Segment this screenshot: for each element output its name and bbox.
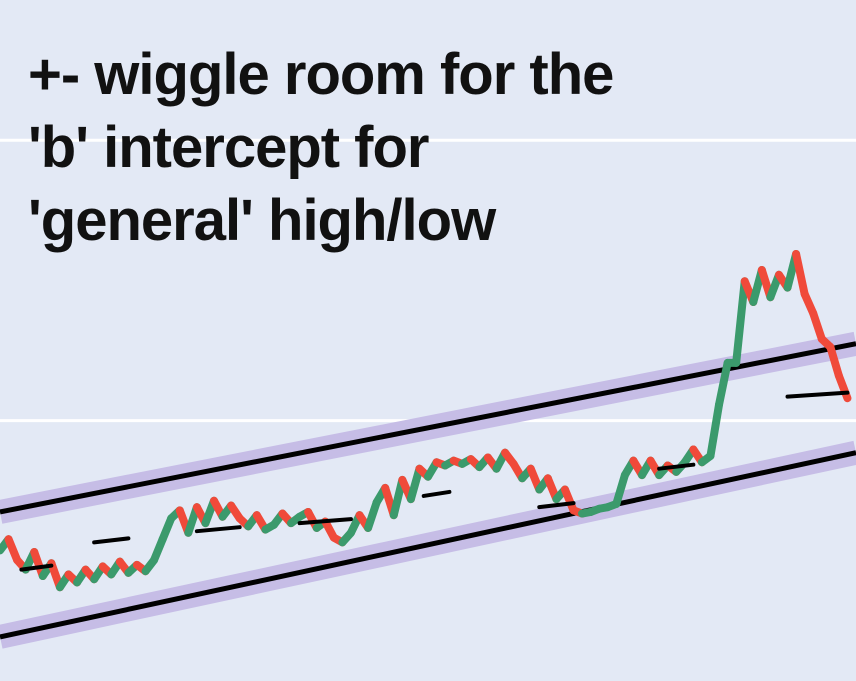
level-marker-3	[297, 517, 353, 526]
level-marker-6	[657, 462, 696, 471]
annotation-text: +- wiggle room for the 'b' intercept for…	[28, 38, 614, 257]
level-marker-5	[537, 501, 576, 510]
level-marker-2	[194, 525, 242, 534]
price-segment-44	[364, 498, 381, 532]
lower-channel-line	[0, 450, 856, 640]
price-segment-73	[612, 471, 629, 508]
annotation-line-3: 'general' high/low	[28, 188, 496, 253]
price-segment-84	[706, 400, 724, 460]
price-segment-96	[809, 309, 826, 343]
price-segment-49	[406, 464, 424, 504]
upper-channel-line	[0, 341, 856, 515]
annotation-line-2: 'b' intercept for	[28, 115, 430, 180]
level-marker-7	[785, 390, 850, 399]
level-marker-0	[19, 563, 54, 572]
price-segment-85	[715, 358, 732, 409]
price-segment-94	[792, 249, 809, 299]
price-segment-87	[732, 277, 749, 367]
level-marker-4	[421, 489, 452, 498]
level-marker-1	[92, 536, 131, 545]
annotation-line-1: +- wiggle room for the	[28, 42, 614, 107]
price-segment-98	[826, 342, 843, 380]
